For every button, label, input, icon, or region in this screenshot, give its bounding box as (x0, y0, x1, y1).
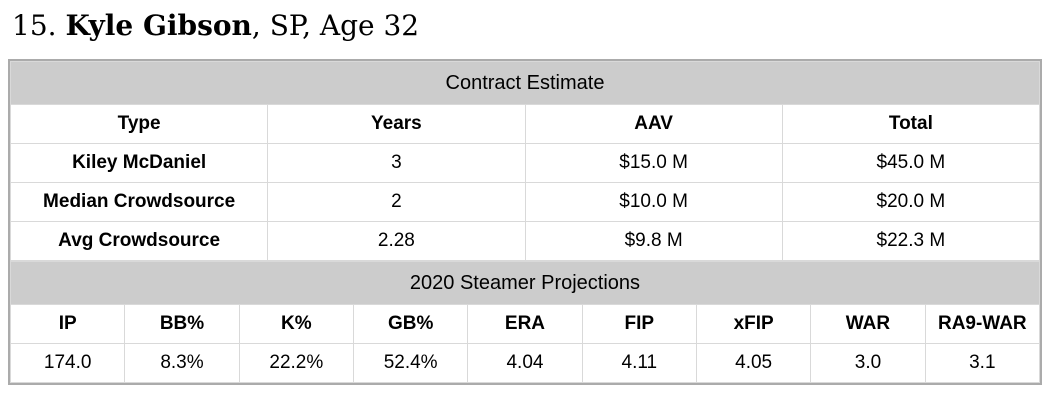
contract-section-header-row: Contract Estimate (10, 61, 1040, 105)
table-row: Median Crowdsource 2 $10.0 M $20.0 M (9, 182, 1041, 222)
row-label: Median Crowdsource (9, 182, 269, 222)
column-header-years: Years (267, 104, 526, 144)
table-row: Kiley McDaniel 3 $15.0 M $45.0 M (9, 143, 1041, 183)
player-summary-tables: Contract Estimate Type Years AAV Total K… (8, 59, 1042, 385)
column-header-xfip: xFIP (695, 304, 812, 344)
player-name: Kyle Gibson (65, 9, 252, 42)
projections-section-header-row: 2020 Steamer Projections (10, 261, 1040, 305)
row-label: Avg Crowdsource (9, 221, 269, 261)
table-row: 174.0 8.3% 22.2% 52.4% 4.04 4.11 4.05 3.… (9, 343, 1041, 383)
table-row: Avg Crowdsource 2.28 $9.8 M $22.3 M (9, 221, 1041, 261)
projections-section-title: 2020 Steamer Projections (10, 261, 1040, 305)
cell-total: $20.0 M (781, 182, 1041, 222)
steamer-projections-table: 2020 Steamer Projections IP BB% K% GB% E… (9, 261, 1041, 383)
contract-column-header-row: Type Years AAV Total (9, 104, 1041, 144)
column-header-fip: FIP (581, 304, 697, 344)
column-header-type: Type (9, 104, 269, 144)
projections-column-header-row: IP BB% K% GB% ERA FIP xFIP WAR RA9-WAR (9, 304, 1041, 344)
cell-era: 4.04 (467, 343, 583, 383)
cell-total: $22.3 M (781, 221, 1041, 261)
column-header-aav: AAV (524, 104, 783, 144)
cell-total: $45.0 M (781, 143, 1041, 183)
column-header-war: WAR (810, 304, 926, 344)
cell-years: 2 (267, 182, 526, 222)
cell-war: 3.0 (810, 343, 926, 383)
column-header-gb-pct: GB% (352, 304, 469, 344)
player-rank: 15. (12, 9, 66, 42)
cell-xfip: 4.05 (695, 343, 812, 383)
cell-ra9-war: 3.1 (924, 343, 1041, 383)
cell-fip: 4.11 (581, 343, 697, 383)
cell-years: 2.28 (267, 221, 526, 261)
cell-bb-pct: 8.3% (124, 343, 240, 383)
cell-k-pct: 22.2% (238, 343, 354, 383)
column-header-bb-pct: BB% (124, 304, 240, 344)
column-header-total: Total (781, 104, 1041, 144)
cell-aav: $10.0 M (524, 182, 783, 222)
cell-years: 3 (267, 143, 526, 183)
cell-gb-pct: 52.4% (352, 343, 469, 383)
player-position-age: , SP, Age 32 (251, 9, 420, 42)
cell-ip: 174.0 (9, 343, 126, 383)
contract-section-title: Contract Estimate (10, 61, 1040, 105)
column-header-ra9-war: RA9-WAR (924, 304, 1041, 344)
contract-estimate-table: Contract Estimate Type Years AAV Total K… (9, 61, 1041, 261)
column-header-k-pct: K% (238, 304, 354, 344)
row-label: Kiley McDaniel (9, 143, 269, 183)
page-title: 15. Kyle Gibson, SP, Age 32 (12, 6, 1050, 46)
column-header-ip: IP (9, 304, 126, 344)
cell-aav: $15.0 M (524, 143, 783, 183)
cell-aav: $9.8 M (524, 221, 783, 261)
column-header-era: ERA (467, 304, 583, 344)
